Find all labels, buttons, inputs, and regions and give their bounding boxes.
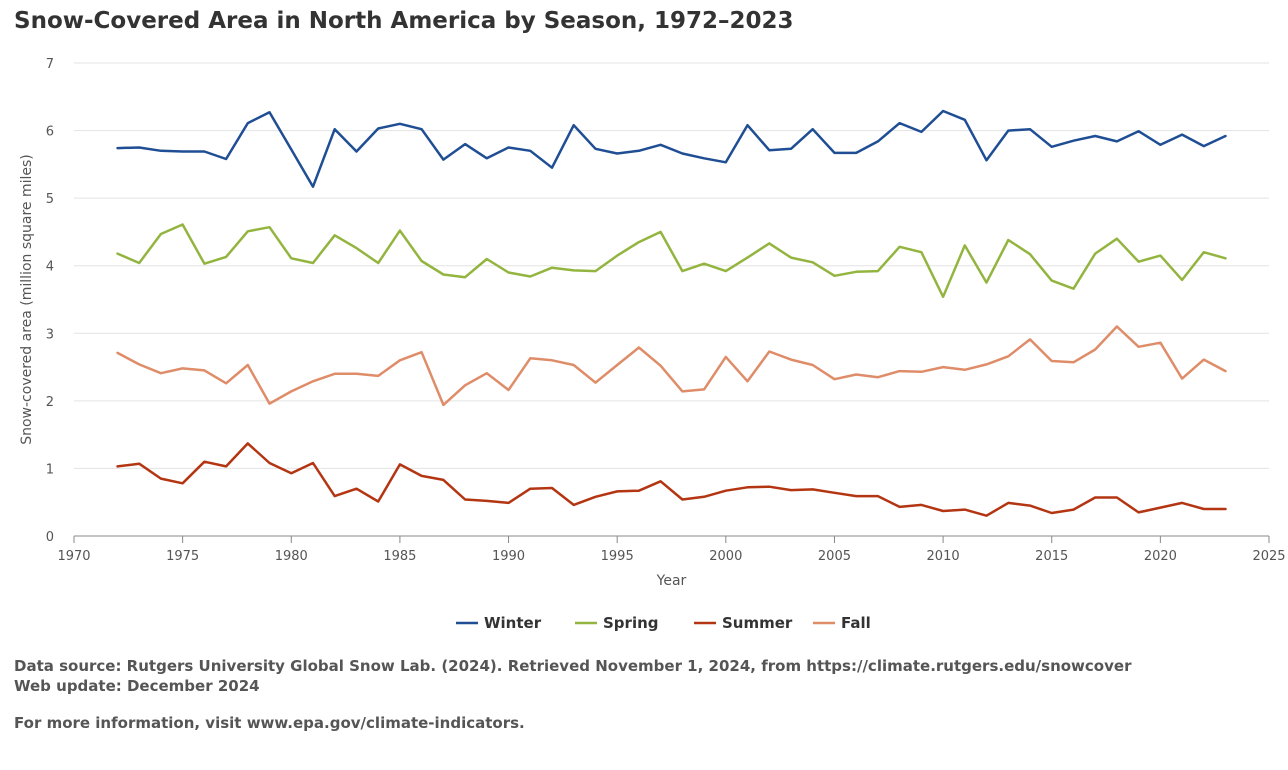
legend-item-winter[interactable]: Winter — [456, 614, 542, 632]
y-tick-label: 0 — [46, 530, 54, 545]
series-line-winter — [116, 109, 1227, 188]
x-tick-label: 2005 — [818, 549, 851, 564]
x-axis-title: Year — [656, 573, 687, 589]
gridlines — [74, 62, 1269, 469]
y-tick-label: 4 — [46, 260, 54, 275]
x-tick-label: 1970 — [57, 549, 90, 564]
y-axis: 0 1 2 3 4 5 6 7 — [46, 57, 54, 545]
x-tick-label: 1990 — [492, 549, 525, 564]
line-chart: 1970 1975 1980 1985 1990 1995 2000 2005 2010 2015… — [19, 57, 1286, 632]
series-line-fall — [116, 325, 1227, 407]
x-tick-label: 2010 — [927, 549, 960, 564]
x-axis: 1970 1975 1980 1985 1990 1995 2000 2005 2010 2015… — [57, 535, 1286, 564]
y-tick-label: 5 — [46, 192, 54, 207]
x-tick-label: 2000 — [709, 549, 742, 564]
y-tick-label: 2 — [46, 395, 54, 410]
series-lines — [116, 109, 1227, 517]
legend-label: Spring — [603, 614, 659, 632]
x-tick-label: 1985 — [383, 549, 416, 564]
data-source-note: Data source: Rutgers University Global S… — [14, 657, 1132, 675]
chart-title: Snow-Covered Area in North America by Se… — [14, 8, 794, 34]
legend-label: Fall — [841, 614, 871, 632]
x-tick-label: 1980 — [275, 549, 308, 564]
legend-label: Summer — [722, 614, 793, 632]
y-tick-label: 7 — [46, 57, 54, 72]
x-tick-label: 2025 — [1252, 549, 1285, 564]
x-tick-label: 1995 — [601, 549, 634, 564]
y-tick-label: 3 — [46, 327, 54, 342]
x-tick-label: 1975 — [166, 549, 199, 564]
more-info-note: For more information, visit www.epa.gov/… — [14, 714, 525, 732]
legend-item-fall[interactable]: Fall — [813, 614, 871, 632]
y-tick-label: 1 — [46, 462, 54, 477]
legend-item-summer[interactable]: Summer — [694, 614, 793, 632]
series-line-summer — [116, 442, 1227, 517]
web-update-note: Web update: December 2024 — [14, 677, 260, 695]
series-line-spring — [116, 223, 1227, 299]
legend-label: Winter — [484, 614, 542, 632]
axis-titles: Year Snow-covered area (million square mi… — [19, 154, 687, 589]
legend: Winter Spring Summer Fall — [456, 614, 871, 632]
x-tick-label: 2015 — [1035, 549, 1068, 564]
y-axis-title: Snow-covered area (million square miles) — [19, 154, 35, 445]
x-tick-label: 2020 — [1144, 549, 1177, 564]
y-tick-label: 6 — [46, 125, 54, 140]
legend-item-spring[interactable]: Spring — [575, 614, 659, 632]
